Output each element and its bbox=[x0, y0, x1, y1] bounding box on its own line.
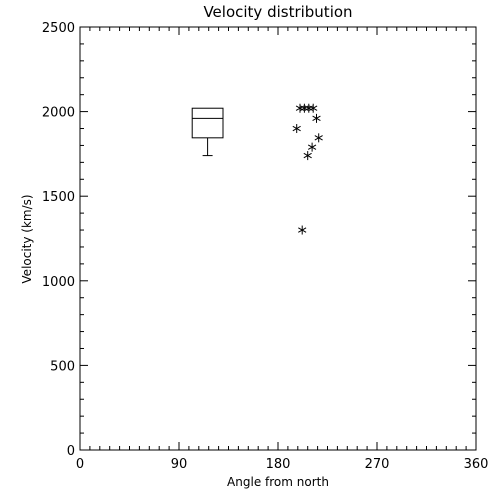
box bbox=[191, 107, 224, 139]
boxplot bbox=[191, 107, 224, 157]
data-point bbox=[292, 124, 301, 134]
y-tick-label: 500 bbox=[50, 359, 75, 374]
chart-title: Velocity distribution bbox=[203, 3, 352, 21]
x-tick-label: 90 bbox=[171, 457, 188, 472]
y-tick-label: 1000 bbox=[42, 275, 75, 290]
y-axis-ticks: 0 500 1000 1500 2000 2500 bbox=[42, 21, 476, 459]
x-axis-ticks: 0 90 180 270 360 bbox=[76, 27, 489, 472]
x-tick-label: 0 bbox=[76, 457, 84, 472]
data-point bbox=[307, 142, 317, 152]
scatter-points bbox=[292, 103, 323, 235]
data-point bbox=[298, 225, 307, 235]
data-point bbox=[312, 113, 321, 123]
y-tick-label: 0 bbox=[67, 444, 75, 459]
data-point bbox=[300, 103, 309, 113]
data-point bbox=[304, 103, 313, 113]
x-axis-label: Angle from north bbox=[227, 475, 329, 489]
data-point bbox=[309, 103, 318, 113]
y-tick-label: 1500 bbox=[42, 190, 75, 205]
x-tick-label: 180 bbox=[266, 457, 291, 472]
y-tick-label: 2500 bbox=[42, 21, 75, 36]
data-point bbox=[303, 151, 312, 161]
data-point bbox=[314, 133, 323, 143]
y-axis-label: Velocity (km/s) bbox=[20, 194, 34, 283]
x-tick-label: 270 bbox=[365, 457, 390, 472]
y-tick-label: 2000 bbox=[42, 106, 75, 121]
data-point bbox=[295, 103, 305, 113]
x-tick-label: 360 bbox=[464, 457, 489, 472]
plot-frame bbox=[79, 26, 477, 451]
